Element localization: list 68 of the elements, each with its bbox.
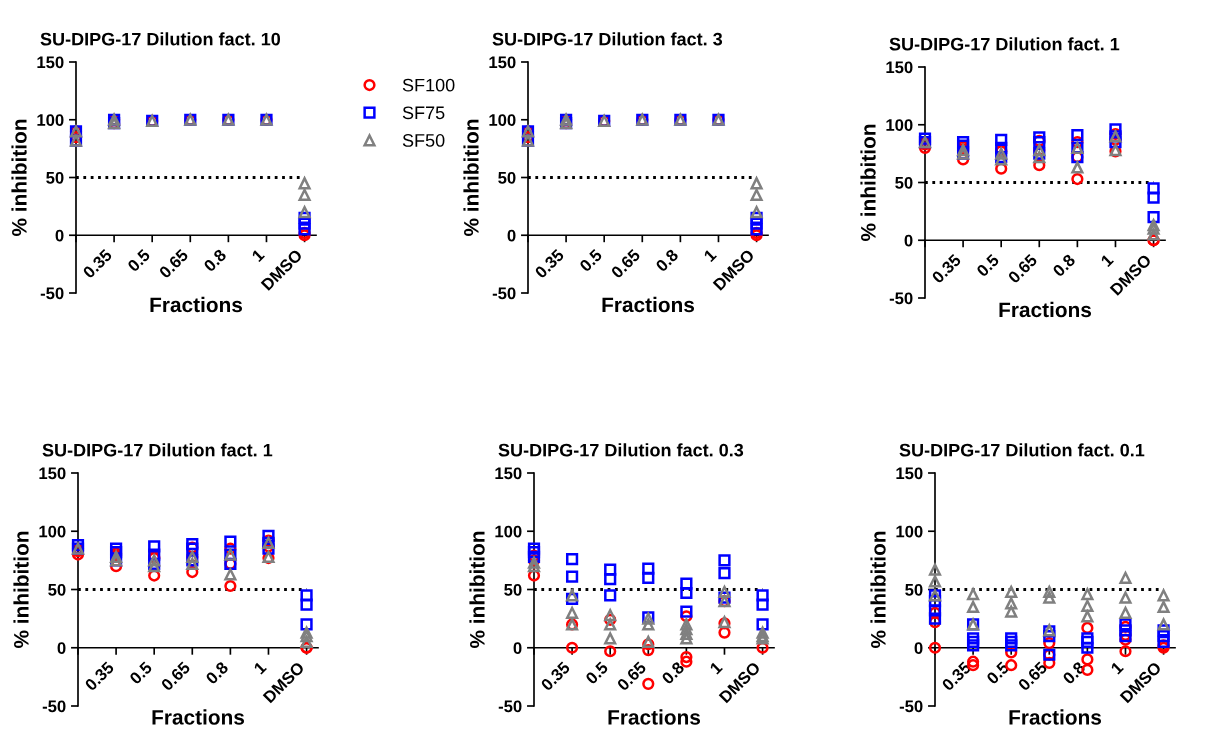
x-tick-label: 0.8 [205,660,229,685]
x-tick-label: 0.35 [84,660,115,692]
y-tick-label: 0 [904,234,913,247]
y-axis-title: % inhibition [469,531,485,648]
x-tick-label: 0.65 [158,248,189,279]
y-tick-label: 150 [489,56,516,69]
y-tick-label: 0 [507,229,516,242]
chart-title: SU-DIPG-17 Dilution fact. 0.1 [899,443,1145,457]
x-tick-label: 0.65 [1007,253,1038,284]
x-tick-label: 0.8 [661,660,685,685]
chart-title: SU-DIPG-17 Dilution fact. 3 [492,32,723,46]
y-tick-label: 100 [39,525,66,538]
y-axis-title: % inhibition [860,124,876,241]
y-tick-label: 100 [495,525,522,538]
y-tick-label: 150 [495,467,522,480]
x-tick-label: 0.5 [126,248,151,273]
x-axis-title: Fractions [1009,709,1102,725]
y-tick-label: 50 [48,583,66,596]
y-tick-label: 50 [504,583,522,596]
y-tick-label: 100 [886,119,913,131]
y-tick-label: 0 [57,642,66,654]
y-tick-label: 0 [513,642,522,654]
x-tick-label: 0.8 [655,248,679,273]
y-tick-label: 0 [914,642,923,654]
x-tick-label: 0.35 [540,660,571,692]
x-axis-title: Fractions [150,296,243,313]
chart-title: SU-DIPG-17 Dilution fact. 1 [42,443,273,457]
chart-title: SU-DIPG-17 Dilution fact. 0.3 [498,443,744,457]
y-axis-title: % inhibition [463,119,479,236]
x-axis-title: Fractions [602,296,695,313]
y-tick-label: -50 [889,292,913,305]
x-tick-label: 0.35 [941,660,972,692]
y-axis-title: % inhibition [870,531,886,648]
y-tick-label: 150 [39,467,66,480]
y-tick-label: 150 [37,56,64,69]
y-tick-label: -50 [42,700,66,713]
chart-title: SU-DIPG-17 Dilution fact. 10 [40,32,281,46]
x-tick-label: 0.8 [1052,253,1076,278]
y-tick-label: -50 [492,287,516,300]
x-axis-title: Fractions [608,709,701,725]
x-tick-label: 0.5 [578,248,603,273]
legend-label: SF75 [402,106,445,120]
x-tick-label: 0.5 [975,253,1000,278]
y-tick-label: 150 [896,467,923,480]
legend-label: SF100 [402,78,455,92]
y-tick-label: -50 [40,287,64,300]
y-tick-label: 50 [905,583,923,596]
x-axis-title: Fractions [152,709,245,725]
y-tick-label: 100 [896,525,923,538]
x-axis-title: Fractions [999,301,1092,318]
x-tick-label: 0.5 [584,660,609,685]
y-tick-label: 50 [498,171,516,184]
chart-title: SU-DIPG-17 Dilution fact. 1 [889,37,1120,51]
legend-label: SF50 [402,134,445,147]
y-tick-label: 50 [46,171,64,184]
x-tick-label: 0.5 [128,660,153,685]
y-axis-title: % inhibition [11,119,27,236]
y-tick-label: 100 [37,114,64,126]
y-tick-label: 150 [886,61,913,74]
y-tick-label: 0 [55,229,64,242]
y-tick-label: 50 [895,176,913,189]
y-tick-label: 100 [489,114,516,126]
y-axis-title: % inhibition [13,531,29,648]
x-tick-label: 0.8 [203,248,227,273]
y-tick-label: -50 [498,700,522,713]
y-tick-label: -50 [899,700,923,713]
x-tick-label: 0.5 [985,660,1010,685]
x-tick-label: 0.65 [610,248,641,279]
